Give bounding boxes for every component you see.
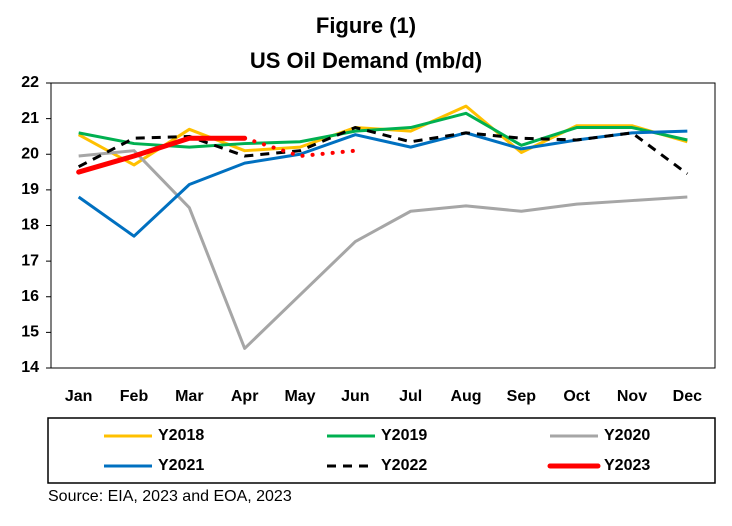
x-tick-label: Sep [507,388,537,405]
legend-label: Y2020 [604,427,650,444]
legend-label: Y2022 [381,457,427,474]
x-tick-label: Apr [231,388,259,405]
y-tick-label: 19 [21,181,39,198]
series-line [78,149,688,350]
y-tick-label: 16 [21,288,39,305]
series-line [242,136,358,159]
x-tick-label: Mar [175,388,203,405]
chart-title: Figure (1) [316,13,416,38]
legend [47,417,716,484]
series-line [77,129,688,238]
y-tick-label: 22 [21,74,39,91]
x-tick-label: Jan [65,388,93,405]
x-tick-label: Dec [673,388,702,405]
y-tick-label: 15 [21,324,39,341]
source: Source: EIA, 2023 and EOA, 2023 [48,488,292,505]
y-tick-label: 14 [21,359,39,376]
x-tick-label: May [284,388,315,405]
series-line [77,126,689,176]
x-tick-label: Aug [450,388,481,405]
y-tick-label: 18 [21,217,39,234]
x-tick-label: Oct [563,388,590,405]
y-tick-label: 21 [21,110,39,127]
legend-label: Y2023 [604,457,650,474]
series-line [76,135,248,175]
y-tick-label: 20 [21,145,39,162]
legend-label: Y2021 [158,457,204,474]
x-tick-label: Feb [120,388,149,405]
legend-label: Y2018 [158,427,204,444]
y-tick-label: 17 [21,252,39,269]
x-tick-label: Nov [617,388,647,405]
legend-label: Y2019 [381,427,427,444]
x-tick-label: Jul [399,388,422,405]
x-tick-label: Jun [341,388,369,405]
series-line [78,111,688,149]
chart-subtitle: US Oil Demand (mb/d) [250,48,482,73]
